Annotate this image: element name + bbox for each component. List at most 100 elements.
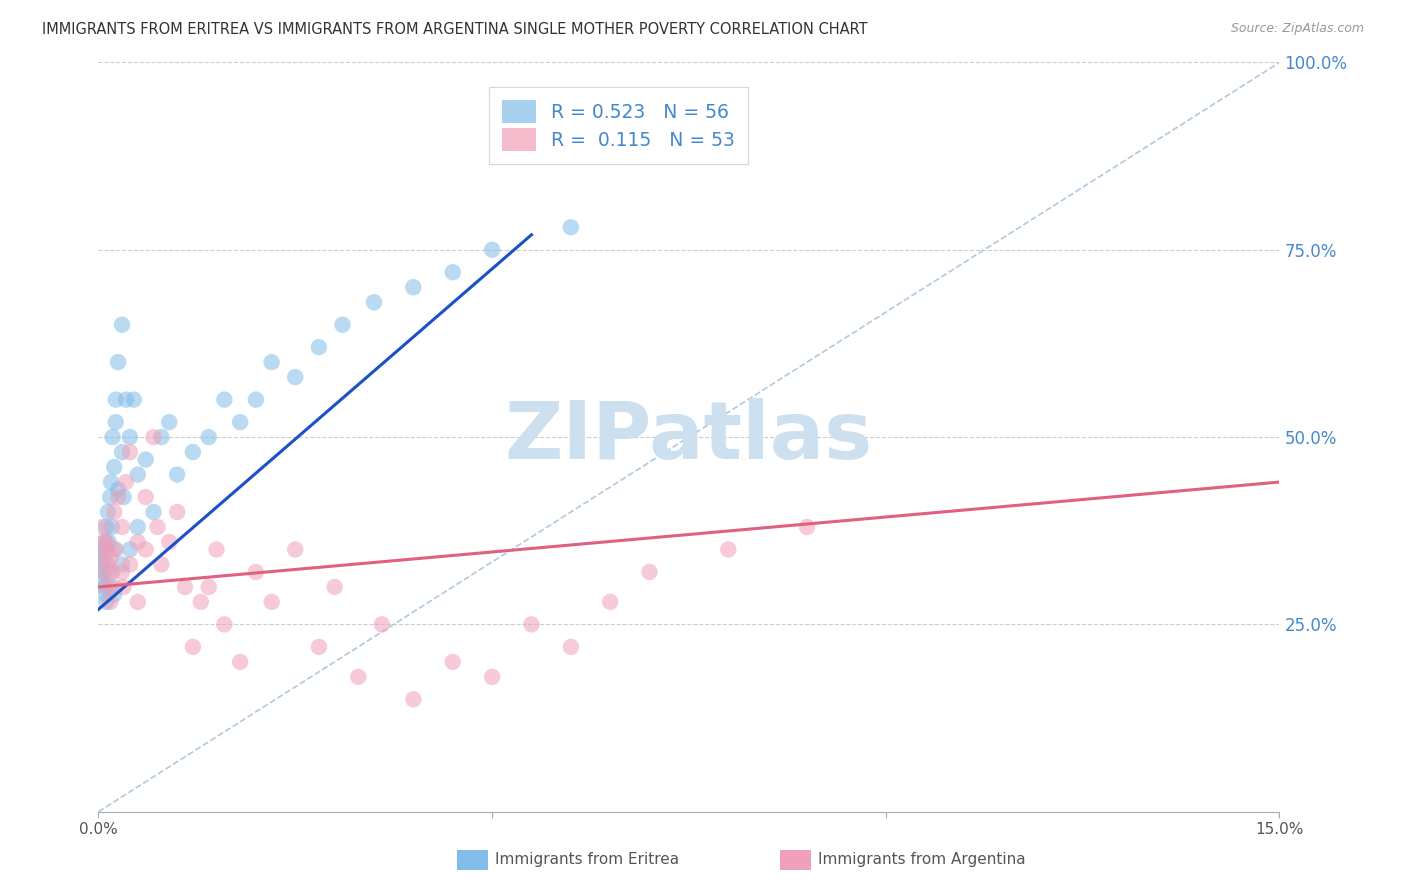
Point [205,542,228,557]
Point [104,415,127,429]
Point [127,520,149,534]
Point [93,580,115,594]
Point [308,340,330,354]
Point [96,558,118,572]
Point [347,670,370,684]
Point [260,595,283,609]
Point [90,549,112,564]
Point [245,565,267,579]
Point [115,392,138,407]
Point [111,558,134,572]
Point [111,565,134,579]
Point [181,445,204,459]
Point [91,549,114,564]
Point [104,542,127,557]
Point [481,243,503,257]
Point [402,280,425,294]
Point [166,505,188,519]
Point [94,587,117,601]
Point [166,467,188,482]
Point [97,558,120,572]
Point [93,565,115,579]
Point [796,520,818,534]
Point [97,542,120,557]
Point [118,542,141,557]
Point [103,505,125,519]
Point [101,520,124,534]
Point [441,655,464,669]
Point [104,392,127,407]
Point [107,490,129,504]
Point [181,640,204,654]
Point [93,565,115,579]
Point [96,542,118,557]
Point [229,655,252,669]
Point [214,617,236,632]
Point [197,580,219,594]
Text: IMMIGRANTS FROM ERITREA VS IMMIGRANTS FROM ARGENTINA SINGLE MOTHER POVERTY CORRE: IMMIGRANTS FROM ERITREA VS IMMIGRANTS FR… [42,22,868,37]
Point [96,595,118,609]
Point [332,318,354,332]
Point [190,595,212,609]
Legend: R = 0.523   N = 56, R =  0.115   N = 53: R = 0.523 N = 56, R = 0.115 N = 53 [489,87,748,164]
Point [174,580,197,594]
Point [98,565,121,579]
Point [127,535,149,549]
Point [98,490,121,504]
Point [481,670,503,684]
Point [284,370,307,384]
Point [146,520,169,534]
Point [112,490,135,504]
Point [135,542,157,557]
Point [96,580,118,594]
Point [111,520,134,534]
Point [157,415,180,429]
Point [127,467,149,482]
Point [101,565,124,579]
Point [214,392,236,407]
Point [91,520,114,534]
Point [98,595,121,609]
Point [100,549,122,564]
Point [441,265,464,279]
Point [135,452,157,467]
Point [229,415,252,429]
Text: ZIPatlas: ZIPatlas [505,398,873,476]
Point [97,505,120,519]
Point [245,392,267,407]
Point [91,542,114,557]
Point [100,475,122,489]
Point [284,542,307,557]
Point [142,430,165,444]
Point [122,392,145,407]
Point [107,483,129,497]
Point [115,475,138,489]
Point [638,565,661,579]
Point [560,220,582,235]
Point [323,580,346,594]
Point [135,490,157,504]
Point [150,430,173,444]
Point [118,430,141,444]
Point [363,295,385,310]
Point [96,520,118,534]
Point [112,580,135,594]
Point [150,558,173,572]
Point [111,318,134,332]
Point [197,430,219,444]
Point [93,535,115,549]
Point [90,573,112,587]
Point [98,580,121,594]
Point [90,558,112,572]
Point [142,505,165,519]
Point [107,355,129,369]
Point [717,542,740,557]
Point [520,617,543,632]
Point [402,692,425,706]
Text: Immigrants from Eritrea: Immigrants from Eritrea [495,853,679,867]
Point [97,535,120,549]
Point [93,535,115,549]
Text: Source: ZipAtlas.com: Source: ZipAtlas.com [1230,22,1364,36]
Point [96,535,118,549]
Point [157,535,180,549]
